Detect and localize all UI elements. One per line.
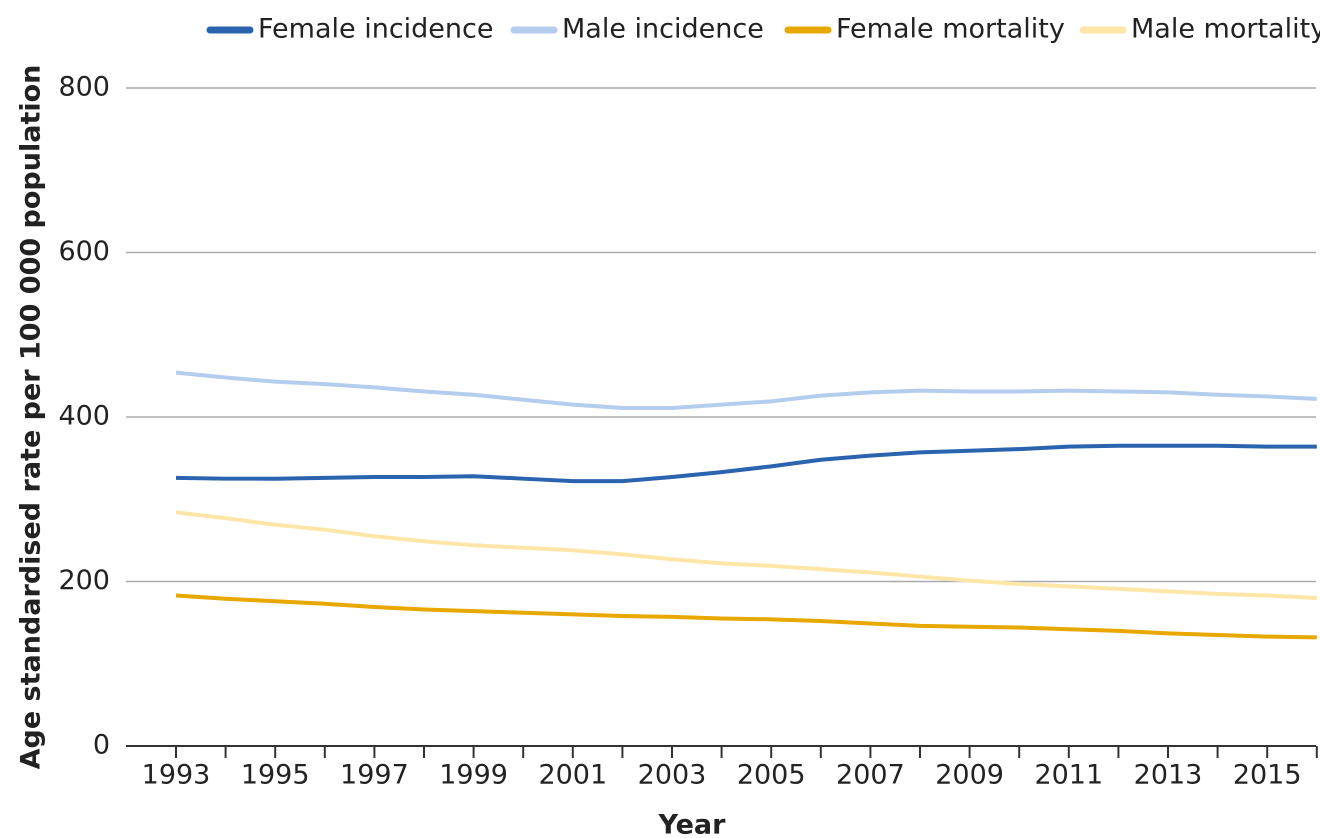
x-tick-label: 1995 bbox=[241, 760, 310, 791]
x-tick-label: 1999 bbox=[439, 760, 508, 791]
x-tick-label: 2011 bbox=[1034, 760, 1103, 791]
x-tick-label: 2013 bbox=[1134, 760, 1203, 791]
x-tick-label: 2001 bbox=[538, 760, 607, 791]
x-tick-label: 2007 bbox=[836, 760, 905, 791]
x-tick-label: 2005 bbox=[737, 760, 806, 791]
data-line bbox=[175, 370, 1317, 410]
legend-label: Male incidence bbox=[562, 14, 764, 45]
x-tick-label: 1997 bbox=[340, 760, 409, 791]
data-line bbox=[175, 510, 1317, 600]
x-axis-title: Year bbox=[658, 810, 727, 838]
y-tick-label: 0 bbox=[93, 730, 110, 761]
y-tick-label: 200 bbox=[58, 565, 110, 596]
x-tick-label: 2015 bbox=[1233, 760, 1302, 791]
y-tick-label: 600 bbox=[58, 236, 110, 267]
y-tick-label: 400 bbox=[58, 401, 110, 432]
x-tick-label: 2003 bbox=[638, 760, 707, 791]
data-line bbox=[175, 443, 1317, 484]
y-axis-title: Age standardised rate per 100 000 popula… bbox=[16, 65, 47, 770]
x-tick-label: 1993 bbox=[142, 760, 211, 791]
legend-label: Male mortality bbox=[1131, 14, 1320, 45]
y-tick-label: 800 bbox=[58, 72, 110, 103]
legend-label: Female mortality bbox=[836, 14, 1065, 45]
data-line bbox=[175, 593, 1317, 640]
legend-label: Female incidence bbox=[258, 14, 494, 45]
x-tick-label: 2009 bbox=[935, 760, 1004, 791]
